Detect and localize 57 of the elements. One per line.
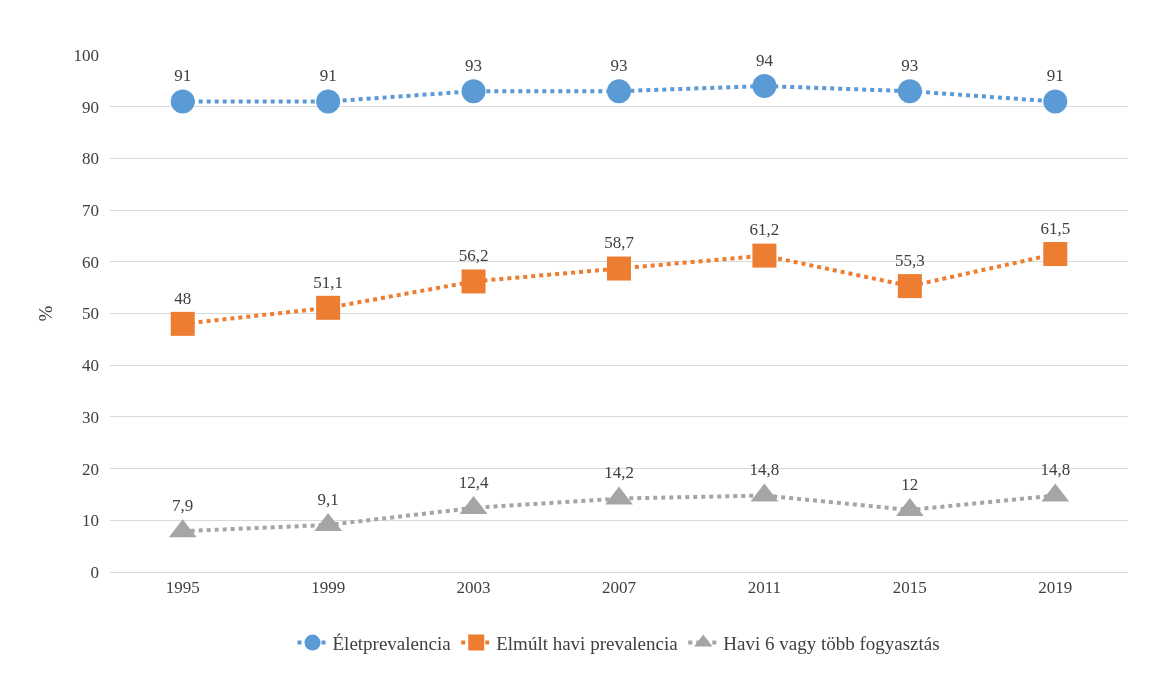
- point: [897, 274, 922, 299]
- point: [461, 269, 486, 294]
- data-label: 12: [901, 474, 919, 494]
- data-label: 58,7: [604, 233, 635, 253]
- y-tick-label: 10: [82, 511, 99, 531]
- legend-label: Havi 6 vagy több fogyasztás: [723, 632, 940, 654]
- data-label: 51,1: [313, 272, 344, 292]
- y-tick-label: 0: [90, 562, 99, 582]
- x-tick-label: 1995: [165, 578, 200, 598]
- data-label: 14,8: [749, 460, 780, 480]
- point: [1043, 242, 1068, 267]
- legend-label: Életprevalencia: [332, 632, 452, 654]
- y-tick-label: 70: [82, 201, 99, 221]
- data-label: 14,8: [1040, 460, 1071, 480]
- point: [316, 295, 341, 320]
- y-tick-label: 20: [82, 459, 99, 479]
- x-tick-label: 2015: [892, 578, 927, 598]
- x-tick-label: 2019: [1038, 578, 1073, 598]
- y-tick-label: 50: [82, 304, 99, 324]
- y-tick-label: 60: [82, 252, 99, 272]
- data-label: 56,2: [458, 246, 489, 266]
- point: [752, 74, 777, 99]
- point: [607, 79, 631, 104]
- data-label: 93: [610, 55, 628, 75]
- x-tick-label: 2011: [747, 578, 782, 598]
- point: [316, 89, 341, 114]
- y-tick-label: 30: [82, 407, 99, 427]
- point: [461, 79, 486, 104]
- point: [897, 79, 922, 104]
- data-label: 91: [174, 66, 192, 86]
- data-label: 93: [465, 55, 483, 75]
- y-tick-label: 100: [73, 45, 99, 65]
- data-label: 12,4: [458, 472, 489, 492]
- x-tick-label: 2007: [602, 578, 637, 598]
- data-label: 9,1: [317, 489, 339, 509]
- point: [1043, 89, 1068, 114]
- point: [170, 89, 195, 114]
- data-label: 61,5: [1040, 218, 1071, 238]
- data-label: 14,2: [604, 463, 634, 483]
- point: [752, 243, 777, 268]
- data-label: 91: [319, 66, 337, 86]
- data-label: 55,3: [894, 250, 925, 270]
- point: [170, 311, 195, 336]
- data-label: 91: [1046, 66, 1064, 86]
- y-axis-title: %: [35, 305, 57, 322]
- data-label: 48: [174, 288, 192, 308]
- y-tick-label: 90: [82, 97, 99, 117]
- data-label: 93: [901, 55, 919, 75]
- legend-label: Elmúlt havi prevalencia: [496, 632, 679, 654]
- x-tick-label: 2003: [456, 578, 491, 598]
- data-label: 61,2: [749, 220, 780, 240]
- data-label: 7,9: [172, 495, 194, 515]
- y-tick-label: 40: [82, 356, 99, 376]
- y-tick-label: 80: [82, 149, 99, 169]
- data-label: 94: [755, 50, 774, 70]
- x-tick-label: 1999: [311, 578, 346, 598]
- point: [607, 256, 631, 281]
